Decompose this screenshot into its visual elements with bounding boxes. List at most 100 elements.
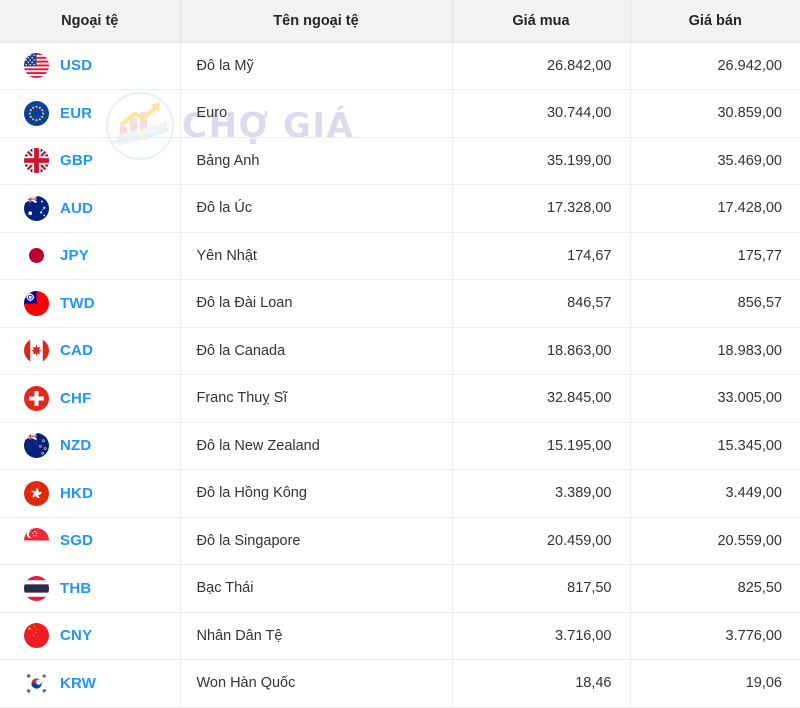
currency-cell: TWD	[0, 279, 181, 328]
sell-price-cell: 15.345,00	[630, 422, 800, 470]
currency-wrap: CNY	[24, 623, 166, 648]
buy-price-cell: 846,57	[452, 279, 631, 328]
currency-name-cell: Won Hàn Quốc	[180, 659, 453, 708]
table-row[interactable]: JPY Yên Nhật 174,67 175,77	[0, 232, 800, 280]
sell-price-cell: 17.428,00	[630, 184, 800, 233]
buy-price-cell: 18,46	[452, 659, 631, 708]
currency-name-cell: Nhân Dân Tệ	[180, 612, 453, 660]
flag-usd-icon	[24, 53, 49, 78]
currency-wrap: SGD	[24, 528, 166, 553]
sell-price-cell: 3.776,00	[630, 612, 800, 660]
flag-jpy-icon	[24, 243, 49, 268]
currency-wrap: USD	[24, 53, 166, 78]
currency-cell: SGD	[0, 517, 181, 565]
currency-cell: CAD	[0, 327, 181, 375]
flag-aud-icon	[24, 196, 49, 221]
table-row[interactable]: GBP Bảng Anh 35.199,00 35.469,00	[0, 137, 800, 185]
currency-code: KRW	[60, 674, 97, 692]
flag-nzd-icon	[24, 433, 49, 458]
currency-wrap: CHF	[24, 386, 166, 411]
table-row[interactable]: KRW Won Hàn Quốc 18,46 19,06	[0, 659, 800, 708]
flag-sgd-icon	[24, 528, 49, 553]
sell-price-cell: 33.005,00	[630, 374, 800, 423]
buy-price-cell: 3.389,00	[452, 469, 631, 518]
table-body: USD Đô la Mỹ 26.842,00 26.942,00 EUR Euro 30.7…	[0, 42, 800, 708]
table-row[interactable]: SGD Đô la Singapore 20.459,00 20.559,00	[0, 517, 800, 565]
currency-name-cell: Euro	[180, 89, 453, 138]
table-row[interactable]: HKD Đô la Hồng Kông 3.389,00 3.449,00	[0, 469, 800, 518]
currency-code: JPY	[60, 247, 89, 265]
flag-cad-icon	[24, 338, 49, 363]
currency-code: AUD	[60, 199, 94, 217]
sell-price-cell: 175,77	[630, 232, 800, 280]
buy-price-cell: 35.199,00	[452, 137, 631, 185]
table-row[interactable]: USD Đô la Mỹ 26.842,00 26.942,00	[0, 42, 800, 90]
flag-gbp-icon	[24, 148, 49, 173]
sell-price-cell: 856,57	[630, 279, 800, 328]
flag-hkd-icon	[24, 481, 49, 506]
currency-code: HKD	[60, 484, 94, 502]
currency-code: EUR	[60, 104, 93, 122]
sell-price-cell: 20.559,00	[630, 517, 800, 565]
buy-price-cell: 30.744,00	[452, 89, 631, 138]
flag-eur-icon	[24, 101, 49, 126]
currency-code: GBP	[60, 152, 94, 170]
currency-wrap: CAD	[24, 338, 166, 363]
currency-code: CHF	[60, 389, 92, 407]
column-header-currency[interactable]: Ngoại tệ	[0, 0, 181, 43]
table-row[interactable]: CNY Nhân Dân Tệ 3.716,00 3.776,00	[0, 612, 800, 660]
currency-code: USD	[60, 57, 93, 75]
currency-wrap: AUD	[24, 196, 166, 221]
table-row[interactable]: EUR Euro 30.744,00 30.859,00	[0, 89, 800, 138]
currency-code: NZD	[60, 437, 92, 455]
currency-code: CAD	[60, 342, 94, 360]
currency-name-cell: Đô la Đài Loan	[180, 279, 453, 328]
currency-wrap: GBP	[24, 148, 166, 173]
currency-wrap: NZD	[24, 433, 166, 458]
currency-code: CNY	[60, 627, 93, 645]
currency-cell: JPY	[0, 232, 181, 280]
table-header-row: Ngoại tệ Tên ngoại tệ Giá mua Giá bán	[0, 0, 800, 43]
currency-name-cell: Franc Thuỵ Sĩ	[180, 374, 453, 423]
currency-cell: USD	[0, 42, 181, 90]
table-row[interactable]: NZD Đô la New Zealand 15.195,00 15.345,00	[0, 422, 800, 470]
currency-name-cell: Đô la Singapore	[180, 517, 453, 565]
flag-krw-icon	[24, 671, 49, 696]
buy-price-cell: 17.328,00	[452, 184, 631, 233]
currency-code: THB	[60, 579, 92, 597]
currency-wrap: JPY	[24, 243, 166, 268]
sell-price-cell: 3.449,00	[630, 469, 800, 518]
sell-price-cell: 825,50	[630, 564, 800, 613]
table-row[interactable]: AUD Đô la Úc 17.328,00 17.428,00	[0, 184, 800, 233]
currency-cell: HKD	[0, 469, 181, 518]
currency-name-cell: Đô la Úc	[180, 184, 453, 233]
column-header-buy-price[interactable]: Giá mua	[452, 0, 631, 43]
currency-name-cell: Yên Nhật	[180, 232, 453, 280]
table-row[interactable]: TWD Đô la Đài Loan 846,57 856,57	[0, 279, 800, 328]
table-row[interactable]: THB Bạc Thái 817,50 825,50	[0, 564, 800, 613]
buy-price-cell: 32.845,00	[452, 374, 631, 423]
buy-price-cell: 817,50	[452, 564, 631, 613]
currency-name-cell: Đô la Hồng Kông	[180, 469, 453, 518]
column-header-currency-name[interactable]: Tên ngoại tệ	[180, 0, 453, 43]
table-row[interactable]: CHF Franc Thuỵ Sĩ 32.845,00 33.005,00	[0, 374, 800, 423]
currency-wrap: EUR	[24, 101, 166, 126]
currency-cell: EUR	[0, 89, 181, 138]
table-row[interactable]: CAD Đô la Canada 18.863,00 18.983,00	[0, 327, 800, 375]
sell-price-cell: 35.469,00	[630, 137, 800, 185]
currency-wrap: THB	[24, 576, 166, 601]
sell-price-cell: 30.859,00	[630, 89, 800, 138]
currency-cell: NZD	[0, 422, 181, 470]
flag-thb-icon	[24, 576, 49, 601]
buy-price-cell: 26.842,00	[452, 42, 631, 90]
buy-price-cell: 20.459,00	[452, 517, 631, 565]
buy-price-cell: 15.195,00	[452, 422, 631, 470]
currency-cell: GBP	[0, 137, 181, 185]
currency-wrap: TWD	[24, 291, 166, 316]
buy-price-cell: 174,67	[452, 232, 631, 280]
flag-cny-icon	[24, 623, 49, 648]
currency-cell: CNY	[0, 612, 181, 660]
column-header-sell-price[interactable]: Giá bán	[630, 0, 800, 43]
sell-price-cell: 18.983,00	[630, 327, 800, 375]
